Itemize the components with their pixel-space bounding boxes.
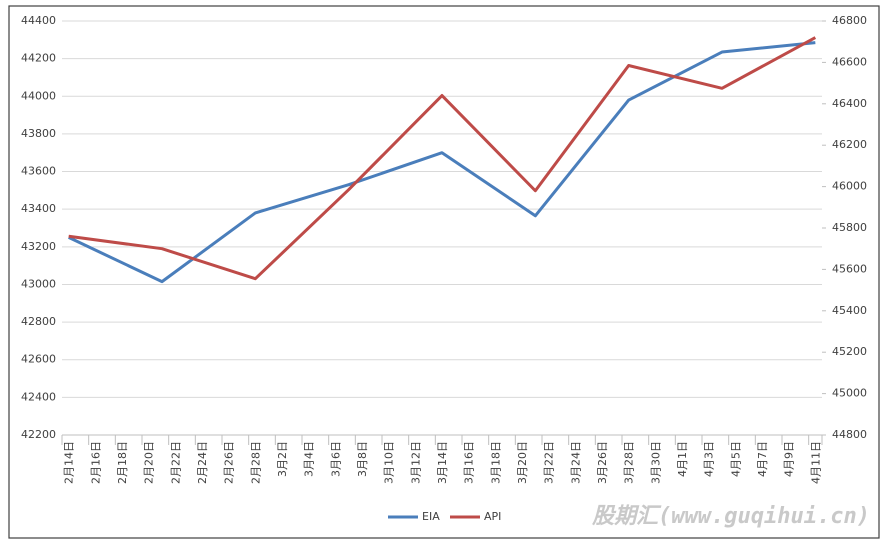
x-tick-label: 2月24日 (196, 441, 209, 484)
x-tick-label: 4月7日 (756, 441, 769, 477)
y2-tick-label: 46800 (832, 14, 867, 27)
y2-tick-label: 45600 (832, 262, 867, 275)
y-tick-label: 43400 (21, 202, 56, 215)
x-tick-label: 2月14日 (63, 441, 76, 484)
y2-tick-label: 46600 (832, 55, 867, 68)
x-tick-label: 4月11日 (809, 441, 822, 484)
x-tick-label: 3月16日 (463, 441, 476, 484)
watermark: 股期汇(www.guqihui.cn) (591, 504, 870, 529)
legend-label: API (484, 510, 501, 523)
x-tick-label: 3月26日 (596, 441, 609, 484)
x-tick-label: 3月14日 (436, 441, 449, 484)
x-tick-label: 4月3日 (703, 441, 716, 477)
y2-tick-label: 44800 (832, 428, 867, 441)
line-series (68, 36, 817, 281)
legend-label: EIA (422, 510, 440, 523)
x-tick-label: 3月12日 (409, 441, 422, 484)
y2-tick-label: 45000 (832, 387, 867, 400)
x-tick-label: 3月2日 (276, 441, 289, 477)
y-tick-label: 43800 (21, 127, 56, 140)
y-tick-label: 44200 (21, 52, 56, 65)
x-tick-label: 3月4日 (303, 441, 316, 477)
y-tick-label: 42400 (21, 390, 56, 403)
x-tick-label: 3月20日 (516, 441, 529, 484)
y-tick-label: 42200 (21, 428, 56, 441)
y2-tick-label: 46000 (832, 180, 867, 193)
x-tick-label: 2月16日 (89, 441, 102, 484)
x-tick-label: 2月28日 (249, 441, 262, 484)
x-tick-label: 4月9日 (783, 441, 796, 477)
x-tick-label: 3月22日 (543, 441, 556, 484)
y-tick-label: 44400 (21, 14, 56, 27)
x-tick-label: 3月6日 (329, 441, 342, 477)
x-tick-label: 3月18日 (489, 441, 502, 484)
x-tick-label: 3月10日 (383, 441, 396, 484)
x-tick-label: 4月5日 (729, 441, 742, 477)
y2-tick-label: 46200 (832, 138, 867, 151)
x-tick-label: 2月20日 (143, 441, 156, 484)
x-tick-label: 2月18日 (116, 441, 129, 484)
x-tick-label: 3月24日 (569, 441, 582, 484)
y2-tick-label: 45800 (832, 221, 867, 234)
y2-tick-label: 45400 (832, 304, 867, 317)
x-tick-label: 2月26日 (223, 441, 236, 484)
x-tick-label: 2月22日 (169, 441, 182, 484)
y2-tick-label: 46400 (832, 97, 867, 110)
x-tick-label: 3月30日 (649, 441, 662, 484)
x-tick-label: 3月28日 (623, 441, 636, 484)
y-tick-label: 44000 (21, 89, 56, 102)
y-tick-label: 43600 (21, 165, 56, 178)
y-tick-label: 43200 (21, 240, 56, 253)
x-tick-label: 3月8日 (356, 441, 369, 477)
y-tick-label: 43000 (21, 277, 56, 290)
x-tick-label: 4月1日 (676, 441, 689, 477)
chart-border (8, 5, 880, 539)
y2-tick-label: 45200 (832, 345, 867, 358)
y-tick-label: 42800 (21, 315, 56, 328)
y-tick-label: 42600 (21, 353, 56, 366)
